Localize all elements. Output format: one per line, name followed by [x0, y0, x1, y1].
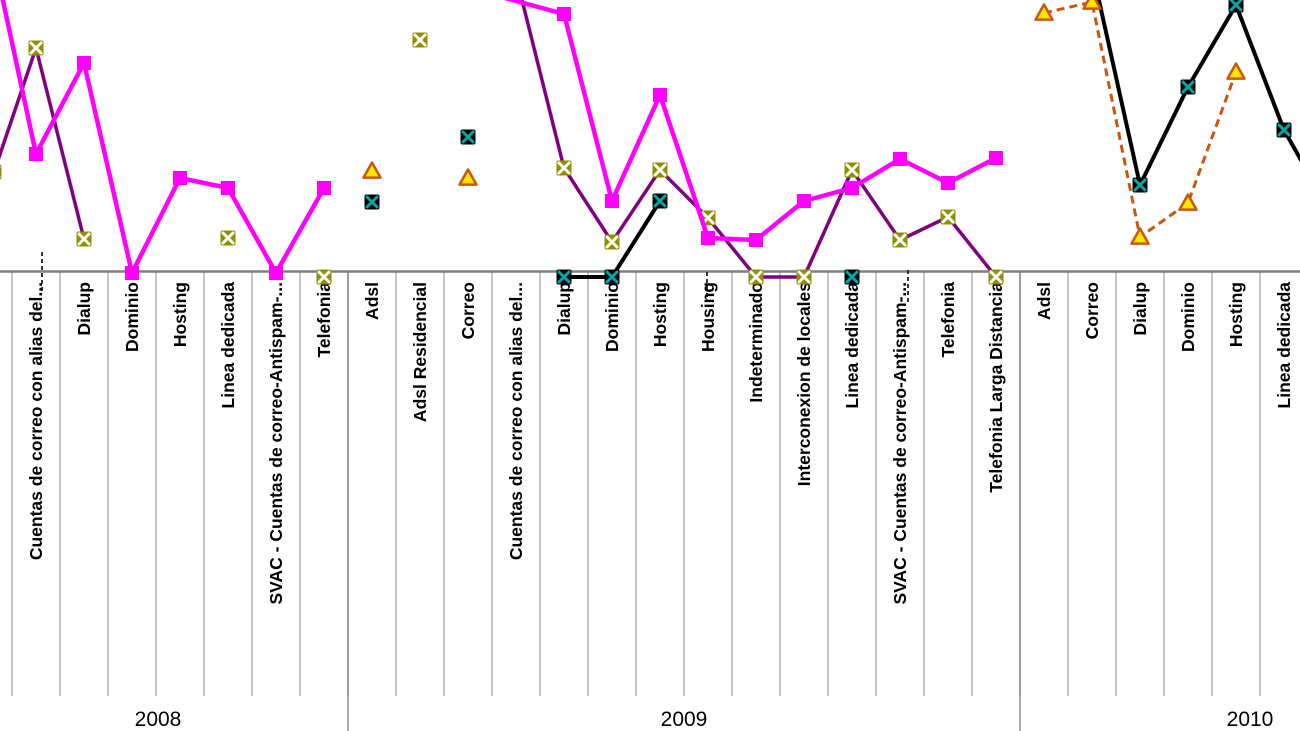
data-point-marker[interactable]: [1226, 62, 1246, 80]
marker-cross: [1181, 80, 1195, 94]
data-point-marker[interactable]: [1178, 193, 1198, 211]
category-label: Telefonia: [938, 282, 958, 358]
data-point-marker[interactable]: [893, 152, 907, 166]
marker-cross: [221, 231, 235, 245]
category-label: Cuentas de correo con alias del...: [506, 282, 526, 560]
category-label: Hosting: [650, 282, 670, 347]
year-label: 2008: [135, 708, 182, 731]
data-point-marker[interactable]: [458, 168, 478, 186]
category-label: Linea dedicada: [842, 282, 862, 409]
category-label: Correo: [458, 282, 478, 339]
data-point-marker[interactable]: [701, 231, 715, 245]
data-point-marker[interactable]: [1034, 3, 1054, 21]
data-point-marker[interactable]: [221, 181, 235, 195]
marker-cross: [941, 210, 955, 224]
year-label: 2010: [1227, 708, 1274, 731]
data-point-marker[interactable]: [797, 194, 811, 208]
marker-cross: [845, 163, 859, 177]
marker-cross: [1133, 178, 1147, 192]
data-point-marker[interactable]: [362, 161, 382, 179]
category-label: Dominio: [122, 282, 142, 352]
category-label: Hosting: [1226, 282, 1246, 347]
data-point-marker[interactable]: [0, 164, 2, 180]
marker-cross: [797, 270, 811, 284]
magenta-squares-series-line[interactable]: [0, 0, 326, 276]
category-label: Interconexion de locales: [794, 282, 814, 486]
category-label: Dominio: [602, 282, 622, 352]
data-point-marker[interactable]: [605, 194, 619, 208]
marker-cross: [29, 41, 43, 55]
category-label: Indeterminado: [746, 282, 766, 403]
category-label: Cuentas de correo con alias del...: [26, 282, 46, 560]
category-label: Linea dedicada: [1274, 282, 1294, 409]
category-label: Dialup: [554, 282, 574, 335]
category-label: Correo: [1082, 282, 1102, 339]
category-label: Telefonia: [314, 282, 334, 358]
data-point-marker[interactable]: [125, 266, 139, 280]
category-label: Adsl: [1034, 282, 1054, 320]
data-point-marker[interactable]: [1082, 0, 1102, 10]
data-point-marker[interactable]: [269, 266, 283, 280]
marker-cross: [365, 195, 379, 209]
data-point-marker[interactable]: [317, 181, 331, 195]
marker-cross: [653, 194, 667, 208]
category-label: Dominio: [1178, 282, 1198, 352]
category-label: Dialup: [74, 282, 94, 335]
marker-cross: [893, 233, 907, 247]
category-label: Housing: [698, 282, 718, 352]
category-label: SVAC - Cuentas de correo-Antispam-...: [266, 282, 286, 605]
marker-cross: [461, 130, 475, 144]
marker-cross: [845, 270, 859, 284]
marker-cross: [557, 161, 571, 175]
black-line-teal-x-series-line[interactable]: [1092, 0, 1300, 215]
category-label: Dialup: [1130, 282, 1150, 335]
data-point-marker[interactable]: [845, 181, 859, 195]
marker-cross: [605, 235, 619, 249]
data-point-marker[interactable]: [1130, 227, 1150, 245]
marker-cross: [1277, 123, 1291, 137]
data-point-marker[interactable]: [749, 233, 763, 247]
marker-cross: [317, 270, 331, 284]
category-label: Linea dedicada: [218, 282, 238, 409]
marker-cross: [989, 270, 1003, 284]
category-label: Adsl Residencial: [410, 282, 430, 422]
category-label: Adsl: [362, 282, 382, 320]
data-point-marker[interactable]: [989, 151, 1003, 165]
marker-cross: [605, 270, 619, 284]
data-point-marker[interactable]: [557, 7, 571, 21]
marker-cross: [413, 33, 427, 47]
data-point-marker[interactable]: [29, 147, 43, 161]
data-point-marker[interactable]: [941, 176, 955, 190]
category-label: Hosting: [170, 282, 190, 347]
marker-cross: [653, 163, 667, 177]
marker-cross: [749, 270, 763, 284]
marker-cross: [1229, 0, 1243, 12]
category-label: Telefonia Larga Distancia: [986, 282, 1006, 493]
data-point-marker[interactable]: [653, 88, 667, 102]
data-point-marker[interactable]: [77, 56, 91, 70]
category-label: SVAC - Cuentas de correo-Antispam-...: [890, 282, 910, 605]
year-label: 2009: [661, 708, 708, 731]
marker-cross: [77, 232, 91, 246]
data-point-marker[interactable]: [173, 171, 187, 185]
marker-cross: [557, 270, 571, 284]
